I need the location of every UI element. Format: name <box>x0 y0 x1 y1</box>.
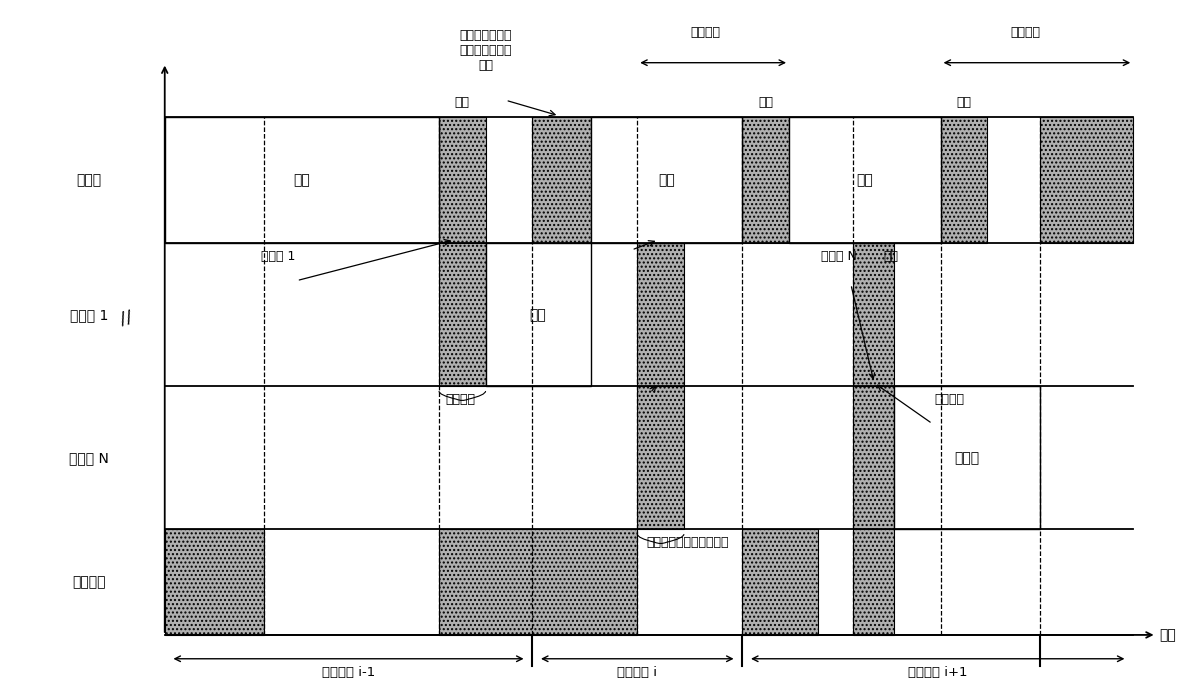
Bar <box>854 386 894 529</box>
Bar <box>591 117 743 244</box>
Text: 到子站 N: 到子站 N <box>822 250 857 263</box>
Text: 应答分析并准备
后续的通讯数据
交换: 应答分析并准备 后续的通讯数据 交换 <box>460 29 512 72</box>
Bar <box>439 529 638 635</box>
Bar <box>941 117 987 244</box>
Bar <box>894 386 1040 529</box>
Bar <box>789 117 941 244</box>
Text: 主节点: 主节点 <box>77 173 101 187</box>
Text: 错误检查: 错误检查 <box>935 393 964 406</box>
Text: 子节点 1: 子节点 1 <box>70 308 108 321</box>
Text: 请求: 请求 <box>856 173 874 187</box>
Bar <box>486 244 591 386</box>
Bar <box>1040 117 1133 244</box>
Text: 数据交换 i-1: 数据交换 i-1 <box>322 666 375 679</box>
Bar <box>532 117 591 244</box>
Text: 数据交换 i: 数据交换 i <box>618 666 657 679</box>
Bar <box>165 117 439 244</box>
Bar <box>165 529 264 635</box>
Text: 转换延迟: 转换延迟 <box>690 26 720 39</box>
Text: 物理线路: 物理线路 <box>72 575 106 589</box>
Bar <box>854 244 894 386</box>
Text: 等待: 等待 <box>956 96 971 109</box>
Text: 等待: 等待 <box>455 96 469 109</box>
Text: 数据交换 i+1: 数据交换 i+1 <box>908 666 968 679</box>
Bar <box>439 117 486 244</box>
Text: 应答: 应答 <box>529 308 547 321</box>
Text: 子节点 N: 子节点 N <box>68 451 108 465</box>
Text: 时间: 时间 <box>1159 628 1175 642</box>
Bar <box>743 117 789 244</box>
Text: 各个子节点同时执行命令: 各个子节点同时执行命令 <box>646 536 729 549</box>
Text: //: // <box>118 308 134 328</box>
Text: 到子站 1: 到子站 1 <box>261 250 295 263</box>
Text: 等待: 等待 <box>758 96 773 109</box>
Text: 广播: 广播 <box>658 173 674 187</box>
Text: 无应答: 无应答 <box>954 451 980 465</box>
Text: 请求处理: 请求处理 <box>444 393 475 406</box>
Bar <box>743 529 818 635</box>
Bar <box>638 386 684 529</box>
Text: 响应超时: 响应超时 <box>1010 26 1041 39</box>
Text: 请求: 请求 <box>294 173 310 187</box>
Bar <box>854 529 894 635</box>
Bar <box>439 244 486 386</box>
Text: 错误: 错误 <box>883 250 898 263</box>
Bar <box>638 244 684 386</box>
